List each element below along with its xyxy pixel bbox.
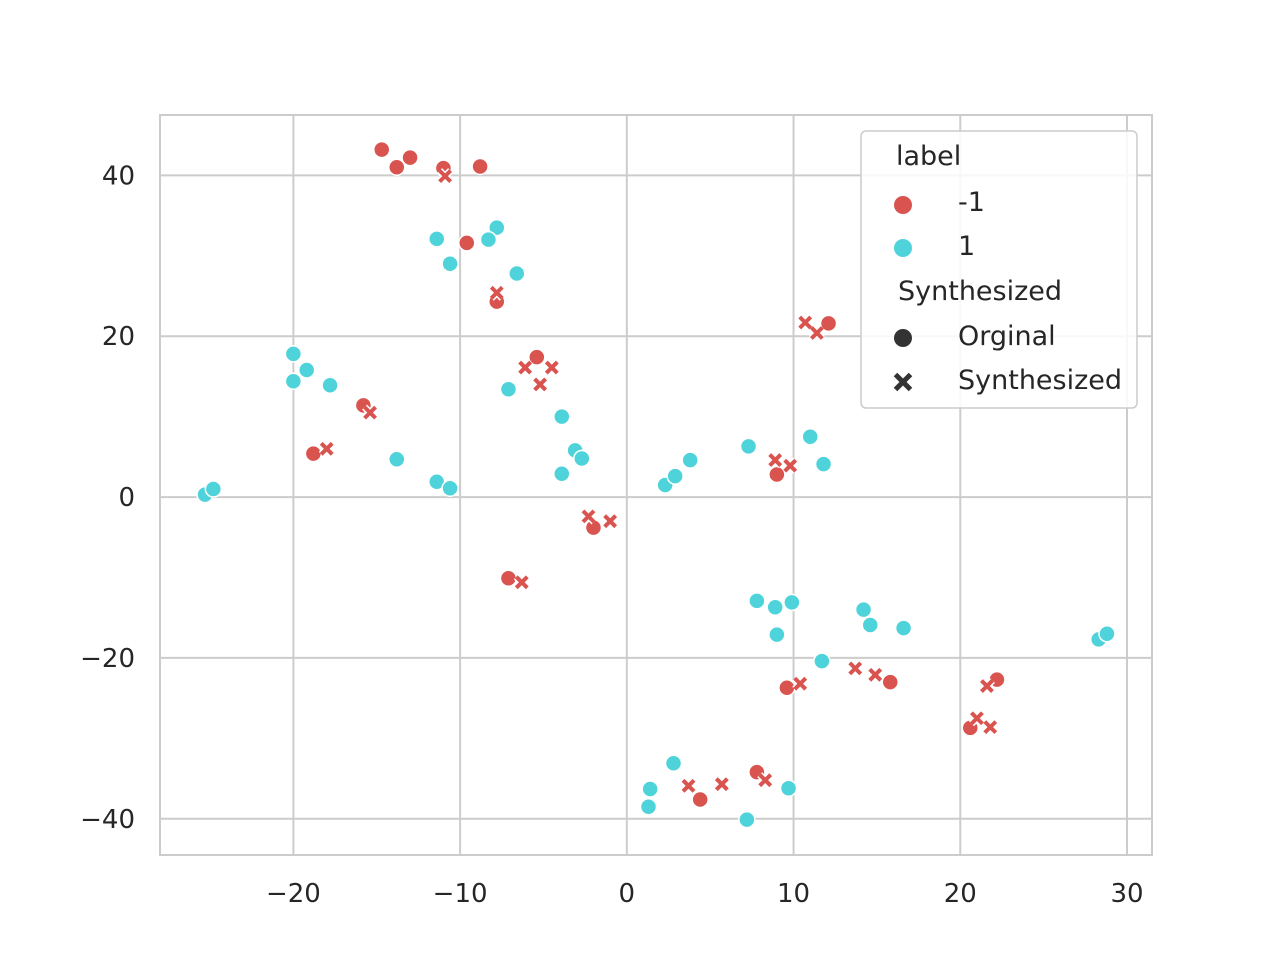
data-point-x [513,574,530,591]
legend-label-synthesized: Synthesized [958,365,1122,396]
data-point-circle [768,625,786,644]
data-point-circle [488,218,506,237]
data-point-circle [553,464,571,483]
data-point-circle [321,376,339,395]
data-point-circle [428,230,446,248]
legend-frame [860,130,1138,409]
data-point-x [782,457,799,474]
data-point-circle [204,480,223,498]
data-point-circle [441,479,459,497]
data-point-circle [372,140,391,159]
data-point-circle [861,616,879,634]
data-point-circle [738,810,756,829]
legend-style-title: Synthesized [898,276,1062,307]
legend-label-neg1: -1 [958,187,985,218]
data-point-circle [819,314,838,333]
data-point-circle [681,451,699,469]
data-point-circle [779,779,798,797]
data-point-circle [284,345,303,363]
data-point-circle [1098,625,1116,643]
data-point-circle [387,450,406,469]
x-tick-label: 20 [944,879,977,909]
data-point-circle [801,427,819,446]
data-point-x [580,508,597,525]
data-point-circle [458,234,476,252]
legend-marker-pos1 [894,239,912,257]
x-tick-label: −10 [433,879,488,909]
y-tick-label: 40 [102,161,135,191]
data-point-circle [553,407,571,426]
y-tick-label: 20 [102,322,135,352]
data-point-x [767,452,784,469]
y-tick-label: −20 [80,644,135,674]
data-point-x [680,777,697,794]
data-point-x [968,710,985,727]
data-point-x [713,776,730,793]
data-point-circle [639,797,658,816]
legend-label-pos1: 1 [958,231,975,262]
data-point-circle [441,255,459,273]
data-point-x [318,440,335,457]
data-point-circle [528,348,546,366]
data-point-circle [499,569,518,588]
data-point-x [517,359,534,376]
data-points [196,140,1116,829]
legend-hue-title: label [896,141,961,172]
data-point-circle [739,437,758,456]
data-point-circle [297,361,316,379]
data-point-circle [854,600,873,619]
data-point-x [543,359,560,376]
data-point-circle [573,449,591,468]
tick-labels: −20 −10 0 10 20 30 40 20 0 −20 −40 [80,161,1143,909]
y-tick-label: 0 [118,483,135,513]
data-point-circle [387,158,406,177]
data-point-x [757,772,774,789]
data-point-x [847,660,864,677]
data-point-circle [894,619,913,637]
legend: label -1 1 Synthesized Orginal Synthesiz… [860,130,1138,409]
data-point-x [437,168,454,185]
data-point-circle [479,230,498,249]
data-point-x [982,719,999,736]
data-point-circle [783,593,801,612]
data-point-circle [778,678,796,697]
legend-label-original: Orginal [958,321,1056,352]
y-tick-label: −40 [80,805,135,835]
data-point-circle [401,148,419,167]
data-point-circle [814,455,833,473]
data-point-x [602,513,619,530]
data-point-circle [766,598,784,617]
data-point-circle [881,673,899,691]
data-point-x [797,314,814,331]
data-point-circle [641,780,659,798]
x-tick-label: −20 [266,879,321,909]
plot-frame [159,114,1153,856]
data-point-x [532,376,549,393]
data-point-x [978,678,995,695]
x-tick-label: 30 [1110,879,1143,909]
x-tick-label: 0 [619,879,636,909]
x-tick-label: 10 [777,879,810,909]
legend-marker-neg1 [894,196,912,214]
data-point-circle [691,790,709,809]
data-point-circle [471,157,489,176]
data-point-circle [666,467,684,485]
data-point-circle [748,592,766,610]
data-point-circle [304,444,323,463]
data-point-x [867,666,884,683]
data-point-circle [813,652,831,670]
data-point-x [488,284,505,301]
data-point-circle [664,754,683,773]
data-point-x [808,325,825,341]
data-point-circle [284,372,303,390]
data-point-circle [499,380,518,399]
data-point-x [792,675,809,692]
legend-marker-synthesized-x-icon [893,372,913,392]
legend-marker-original [894,329,912,347]
data-point-x [362,404,379,421]
data-point-circle [508,264,526,283]
